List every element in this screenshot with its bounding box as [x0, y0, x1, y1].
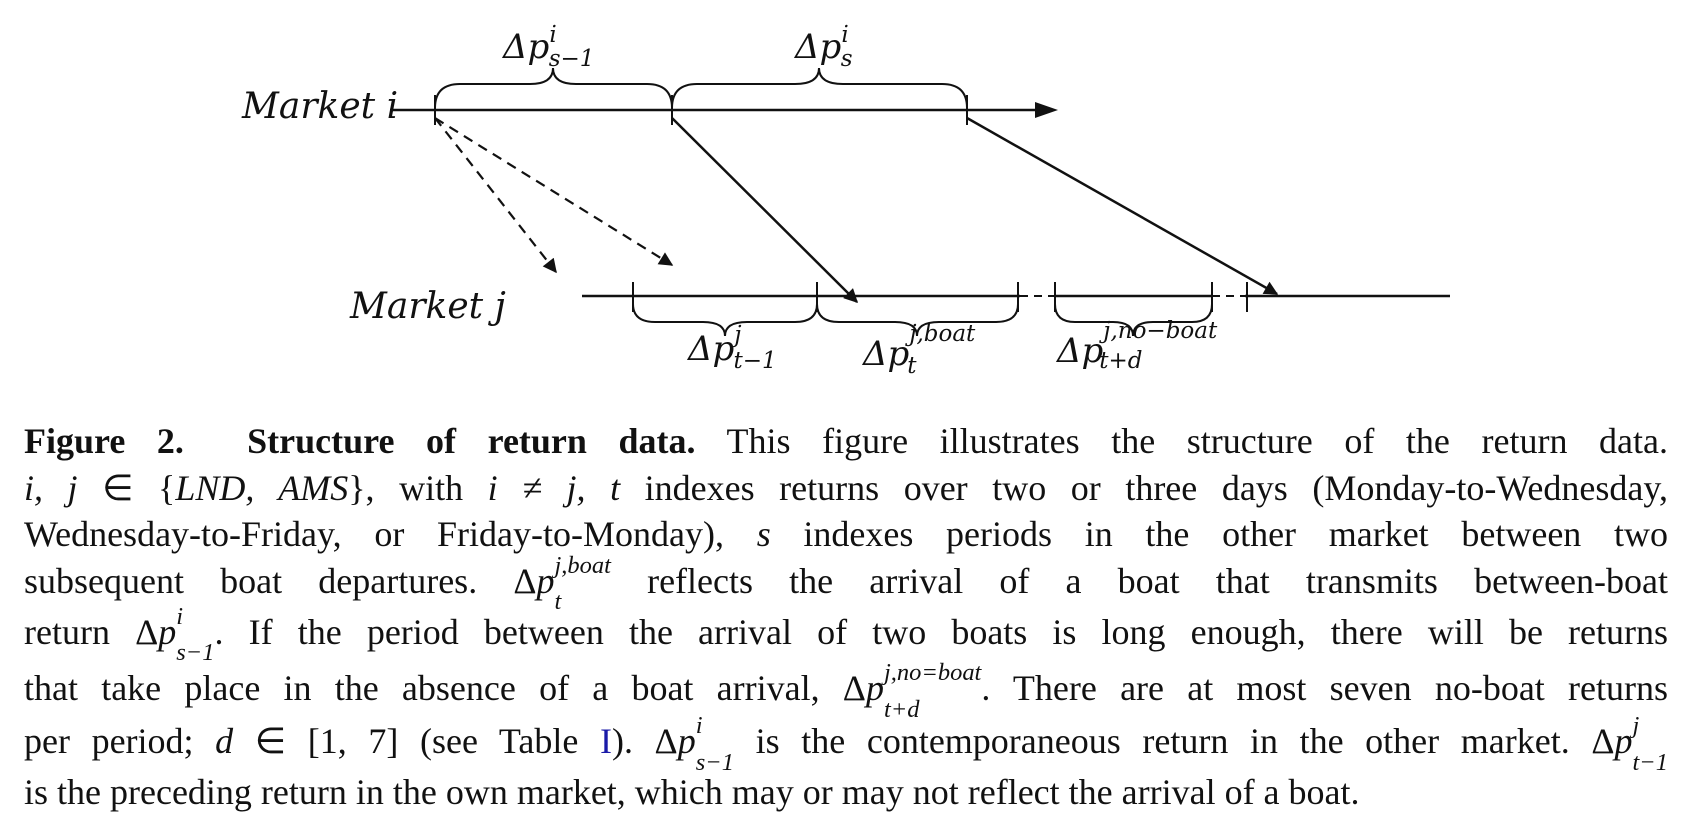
dashed-arrow-1 [434, 117, 557, 274]
caption-line-3: Wednesday-to-Friday, or Friday-to-Monday… [24, 511, 1668, 558]
table-reference-link[interactable]: I [599, 721, 612, 762]
sub: t [554, 588, 562, 616]
caption-text-4a: subsequent boat departures. Δ [24, 560, 537, 601]
caption-text-6a: that take place in the absence of a boat… [24, 667, 866, 708]
brace-i-s [671, 67, 968, 109]
caption-math-ineq: i ≠ j, t [487, 467, 621, 508]
caption-math-s: s [756, 514, 771, 554]
brace-j-no-boat [1054, 303, 1213, 337]
sup: j [1632, 712, 1640, 740]
label-delta-p-j-t-minus-1: Δpj t−1 [686, 322, 777, 374]
figure-caption: Figure 2. Structure of return data. This… [24, 418, 1668, 816]
caption-math-subsup-5: i s−1 [176, 604, 214, 665]
caption-text-5b: . If the period between the arrival of t… [214, 611, 1669, 652]
sup: j,boat [554, 551, 611, 579]
caption-text-1: This figure illustrates the structure of… [726, 421, 1669, 461]
caption-text-2b: ∈ { [77, 467, 176, 508]
sub: s−1 [176, 639, 215, 667]
caption-math-subsup-6: j,no=boat t+d [884, 660, 981, 721]
caption-line-1: Figure 2. Structure of return data. This… [24, 418, 1668, 465]
sup: i [176, 602, 184, 630]
caption-text-3a: Wednesday-to-Friday, or Friday-to-Monday… [24, 514, 757, 554]
caption-math-d: d [215, 721, 234, 762]
label-delta-p-j-no-boat: Δpj,no−boat t+d [1055, 318, 1218, 374]
sub: t−1 [1632, 748, 1669, 776]
market-i-label: Market i [241, 86, 398, 127]
caption-text-7e: is the contemporaneous return in the oth… [734, 721, 1615, 762]
caption-text-3c: indexes periods in the other market betw… [770, 514, 1668, 554]
caption-text-4b: reflects the arrival of a boat that tran… [610, 560, 1668, 601]
caption-text-2d: }, with [348, 467, 488, 508]
label-delta-p-i-s-minus-1: Δpi s−1 [501, 22, 594, 72]
caption-math-p: p [536, 560, 555, 601]
brace-j-t-boat [816, 303, 1019, 337]
boat-arrow-2 [966, 116, 1279, 296]
market-i-arrowhead [1035, 102, 1058, 118]
caption-line-5: return Δp i s−1. If the period between the… [24, 604, 1669, 665]
caption-text-6b: . There are at most seven no-boat return… [981, 667, 1668, 708]
brace-i-s-minus-1 [434, 67, 673, 109]
label-delta-p-j-boat: Δpj,boat t [861, 321, 976, 379]
caption-math-p: p [677, 721, 696, 762]
figure-title: Structure of return data. [247, 421, 696, 461]
caption-text-7b: ∈ [1, 7] (see Table [233, 721, 600, 762]
caption-line-8: is the preceding return in the own marke… [24, 772, 1360, 813]
figure-label: Figure 2. [24, 421, 184, 461]
caption-text-7a: per period; [24, 721, 216, 762]
label-delta-p-i-s: Δpi s [793, 22, 853, 72]
market-j-label: Market j [349, 286, 506, 327]
sub: s−1 [695, 748, 734, 776]
caption-text-7c: ). Δ [611, 721, 678, 762]
brace-j-t-minus-1 [632, 303, 818, 337]
caption-math-p: p [158, 611, 177, 652]
caption-line-6: that take place in the absence of a boat… [24, 660, 1668, 721]
caption-math-p: p [865, 667, 884, 708]
caption-math-subsup-7a: i s−1 [696, 713, 734, 774]
sup: j,no=boat [883, 659, 982, 687]
caption-line-4: subsequent boat departures. Δp j,boat t re… [24, 553, 1668, 614]
caption-math-markets: LND, AMS [175, 467, 349, 508]
caption-math-subsup-7b: j t−1 [1632, 713, 1668, 774]
boat-arrow-1 [671, 117, 858, 303]
caption-text-2f: indexes returns over two or three days (… [620, 467, 1669, 508]
caption-math-subsup-4: j,boat t [555, 553, 611, 614]
caption-text-5a: return Δ [24, 611, 159, 652]
caption-line-7: per period; d ∈ [1, 7] (see Table I). Δp… [24, 713, 1668, 774]
caption-math-p: p [1614, 721, 1633, 762]
sup: i [695, 712, 703, 740]
caption-math-ij: i, j [24, 467, 78, 508]
dashed-arrow-2 [434, 117, 674, 266]
caption-line-2: i, j ∈ {LND, AMS}, with i ≠ j, t indexes… [24, 465, 1668, 512]
sub: t+d [883, 695, 920, 723]
return-structure-diagram: Market i Δpi s−1 Δpi s Market j Δpj t−1 Δpj… [241, 22, 1450, 379]
